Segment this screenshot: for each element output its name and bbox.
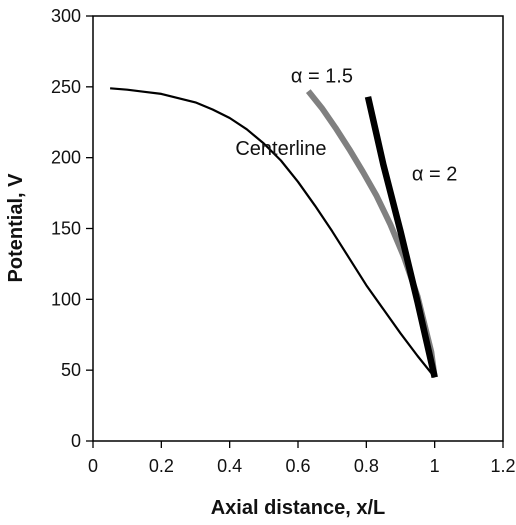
x-tick-label: 1 [430,456,440,476]
series-line-centerline-curve [110,87,436,378]
x-tick-label: 1.2 [490,456,515,476]
series-line-alpha-2-curve [364,96,438,379]
series-layer [110,87,438,379]
x-tick-label: 0.6 [285,456,310,476]
y-tick-label: 150 [51,219,81,239]
x-tick-label: 0.8 [354,456,379,476]
x-tick-label: 0.4 [217,456,242,476]
annotations-layer: Centerline α = 1.5 α = 2 [235,66,457,186]
x-axis-title: Axial distance, x/L [211,497,386,519]
y-tick-label: 200 [51,148,81,168]
y-tick-label: 50 [61,360,81,380]
ticks-layer: 0 0.2 0.4 0.6 0.8 1 1.2 0 50 100 150 200 250 300 [51,6,516,476]
annotation-label: α = 2 [412,163,457,185]
annotation-label: α = 1.5 [291,66,353,88]
y-tick-label: 100 [51,289,81,309]
y-axis-title: Potential, V [5,173,27,283]
y-tick-label: 250 [51,77,81,97]
annotation-label: Centerline [235,138,326,160]
series-line-alpha-1-5-curve [305,89,438,378]
y-tick-label: 300 [51,6,81,26]
x-tick-label: 0.2 [149,456,174,476]
x-tick-label: 0 [88,456,98,476]
y-tick-label: 0 [71,431,81,451]
